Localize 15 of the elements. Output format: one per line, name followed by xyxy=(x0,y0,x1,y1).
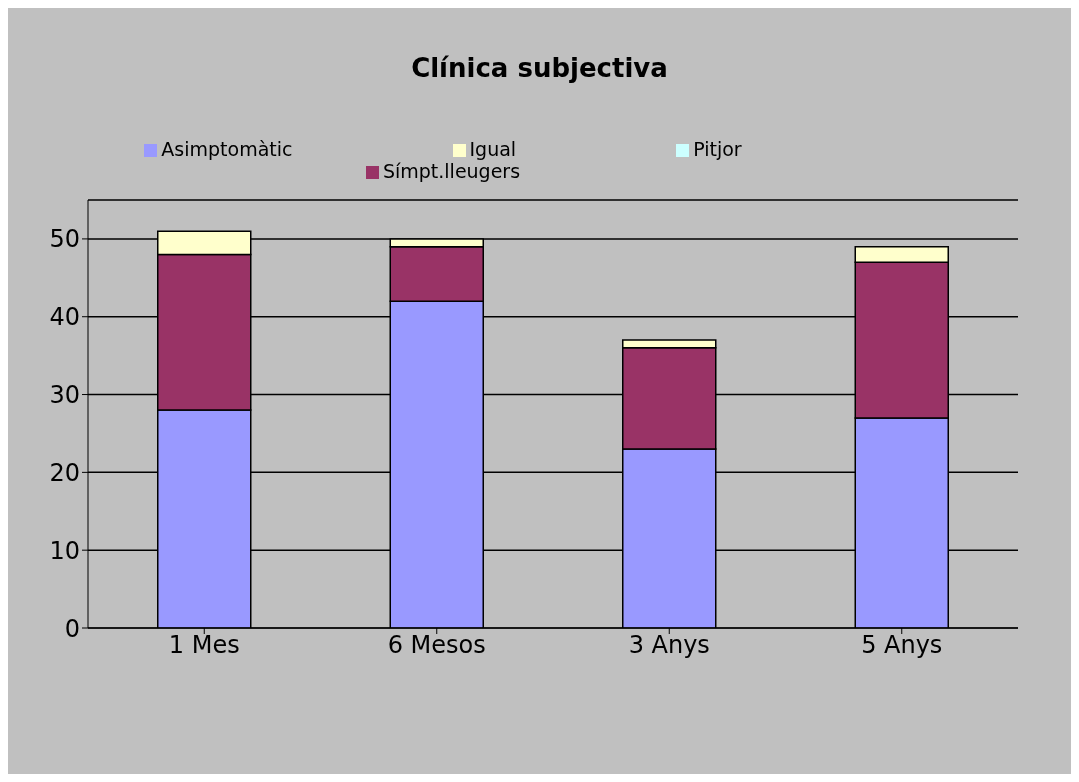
y-tick-label: 0 xyxy=(64,614,80,643)
y-tick-label: 30 xyxy=(49,381,80,410)
legend-label: Pitjor xyxy=(693,138,742,160)
y-tick-label: 40 xyxy=(49,303,80,332)
x-tick-label: 5 Anys xyxy=(861,631,943,660)
y-tick-label: 20 xyxy=(49,458,80,487)
y-tick-label: 50 xyxy=(49,225,80,254)
chart-title: Clínica subjectiva xyxy=(410,53,669,83)
y-tick-label: 10 xyxy=(49,536,80,565)
x-tick-label: 6 Mesos xyxy=(387,631,486,660)
legend-label: Igual xyxy=(469,138,517,160)
legend-label: Símpt.lleugers xyxy=(382,160,521,182)
x-tick-label: 1 Mes xyxy=(168,631,240,660)
x-tick-label: 3 Anys xyxy=(628,631,710,660)
legend-label: Asimptomàtic xyxy=(161,138,293,160)
